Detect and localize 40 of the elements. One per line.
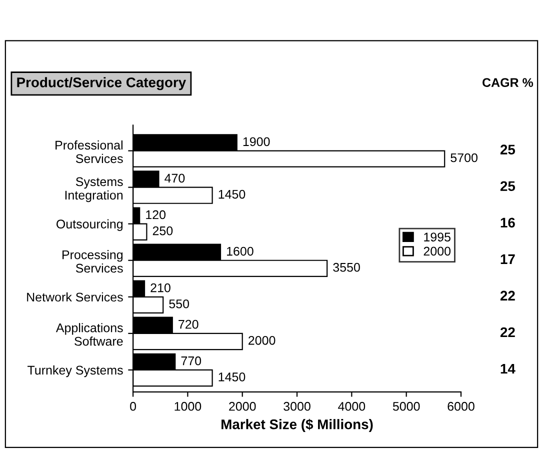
data-label: 770 (181, 356, 202, 366)
data-label: 550 (169, 299, 190, 308)
y-tick-label: Systems Integration (65, 177, 123, 202)
x-axis-title: Market Size ($ Millions) (222, 418, 373, 432)
text: 25 (500, 144, 516, 155)
y-tick-label: Professional Services (56, 140, 123, 164)
x-tick-label: 1000 (174, 402, 202, 411)
text: 17 (500, 254, 515, 264)
data-label: 1900 (243, 137, 270, 146)
data-label: 1450 (218, 190, 246, 199)
text: 25 (500, 181, 516, 192)
x-tick-label: 4000 (338, 402, 366, 411)
text: 14 (500, 364, 516, 374)
data-label: 2000 (248, 336, 276, 345)
y-tick-label: Outsourcing (56, 219, 123, 231)
data-label: 5700 (450, 153, 478, 162)
data-label: 210 (150, 283, 170, 292)
legend-label: 1995 (424, 232, 450, 242)
y-axis-title: Product/Service Category (17, 77, 186, 90)
x-tick-label: 3000 (284, 402, 310, 411)
text: 22 (500, 327, 515, 338)
text: 22 (500, 290, 515, 300)
x-tick-label: 0 (130, 402, 136, 411)
y-tick-label: Processing Services (62, 250, 123, 273)
text: 16 (500, 218, 515, 228)
text: CAGR % (482, 78, 534, 87)
y-tick-label: Network Services (27, 292, 123, 302)
y-tick-label: Applications Software (56, 323, 123, 346)
data-label: 470 (164, 174, 185, 183)
legend-label: 2000 (424, 246, 451, 256)
data-label: 3550 (333, 262, 360, 272)
x-tick-label: 6000 (448, 402, 474, 411)
x-tick-label: 2000 (229, 402, 256, 411)
data-label: 1600 (227, 246, 254, 256)
data-label: 720 (178, 320, 198, 329)
y-tick-label: Turnkey Systems (28, 365, 123, 378)
data-label: 120 (146, 210, 166, 220)
data-label: 250 (152, 226, 173, 236)
data-label: 1450 (218, 372, 246, 382)
x-tick-label: 5000 (392, 402, 420, 411)
